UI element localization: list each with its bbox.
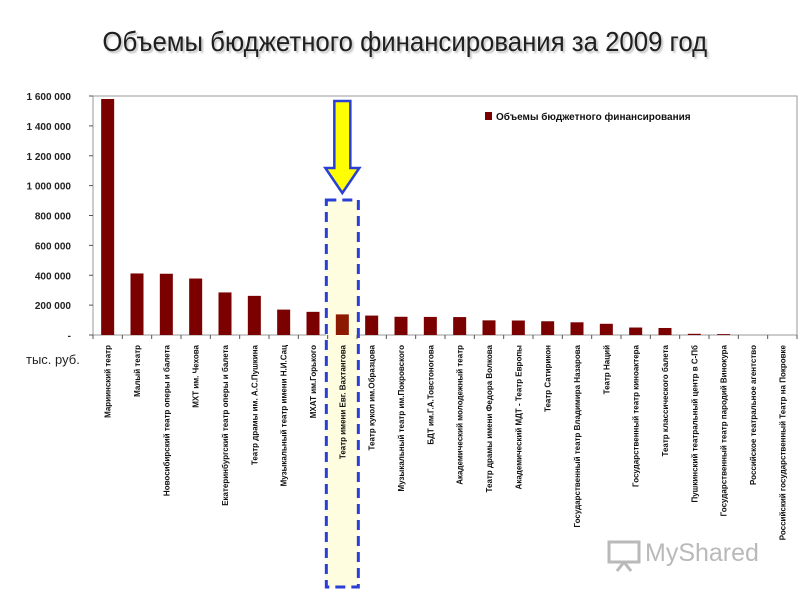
bar (570, 322, 584, 335)
category-label: Театр драмы им. А.С.Пушкина (250, 344, 259, 465)
category-label: Академический молодежный театр (456, 345, 465, 485)
bar (247, 295, 261, 335)
unit-label: тыс. руб. (26, 352, 80, 367)
bar (453, 317, 467, 335)
bar (394, 316, 408, 335)
bar (277, 309, 291, 335)
y-tick-label: 1 000 000 (27, 182, 72, 193)
category-label: БДТ им.Г.А.Товстоногова (426, 344, 435, 444)
bar (189, 278, 203, 335)
category-label: Пушкинский театральный центр в С-Пб (690, 345, 699, 503)
category-label: Театр драмы имени Федора Волкова (485, 344, 494, 492)
legend-label: Объемы бюджетного финансирования (496, 111, 691, 123)
arrow-icon (322, 99, 362, 196)
category-label: Российский государственный Театр на Покр… (778, 344, 787, 540)
category-label: Музыкальный театр имени Н.И.Сац (280, 345, 289, 486)
projector-screen-icon (607, 540, 641, 572)
bar (130, 273, 144, 335)
bar (218, 292, 232, 335)
category-label: Государственный театр Владимира Назарова (573, 344, 582, 527)
bar (159, 273, 173, 335)
category-label: Новосибирский театр оперы и балета (162, 344, 171, 496)
bar (629, 327, 643, 335)
category-label: Театр имени Евг. Вахтангова (338, 344, 347, 459)
category-label: Театр кукол им.Образцова (368, 344, 377, 450)
legend: Объемы бюджетного финансирования (485, 111, 691, 123)
y-tick-label: 400 000 (35, 271, 72, 282)
bar (101, 98, 115, 335)
category-label: Мариинский театр (104, 345, 113, 418)
bar (306, 311, 320, 335)
bar (511, 320, 525, 335)
y-tick-label: 600 000 (35, 241, 72, 252)
category-label: Государственный театр пародий Винокура (720, 344, 729, 516)
bar (335, 314, 349, 335)
y-tick-label: 800 000 (35, 212, 72, 223)
bar (599, 323, 613, 335)
category-label: Российское театральное агентство (749, 345, 758, 485)
highlight-box (324, 198, 360, 589)
chart-title: Объемы бюджетного финансирования за 2009… (102, 26, 708, 57)
category-label: Театр Сатирикон (544, 345, 553, 412)
category-label: Екатеринбургский театр оперы и балета (221, 344, 230, 505)
y-tick-label: 1 200 000 (27, 152, 72, 163)
bar (365, 315, 379, 335)
watermark-text: MyShared (645, 539, 759, 567)
bar (687, 333, 701, 335)
y-tick-label: 200 000 (35, 301, 72, 312)
y-tick-label: 1 600 000 (27, 92, 72, 103)
category-label: Театр Наций (602, 345, 611, 394)
watermark: MyShared (605, 538, 775, 572)
bar (658, 327, 672, 335)
bar (423, 316, 437, 335)
bar (717, 334, 731, 335)
category-label: Государственный театр киноактера (632, 344, 641, 486)
category-label: МХТ им. Чехова (192, 344, 201, 407)
category-label: МХАТ им.Горького (309, 345, 318, 418)
y-tick-label: - (68, 331, 71, 342)
category-label: Театр классического балета (661, 344, 670, 456)
bar (541, 321, 555, 335)
category-label: Малый театр (133, 345, 142, 397)
bar (482, 320, 496, 335)
y-tick-label: 1 400 000 (27, 122, 72, 133)
category-label: Академический МДТ - Театр Европы (514, 345, 523, 490)
legend-swatch (485, 112, 492, 120)
category-label: Музыкальный театр им.Покровского (397, 345, 406, 492)
